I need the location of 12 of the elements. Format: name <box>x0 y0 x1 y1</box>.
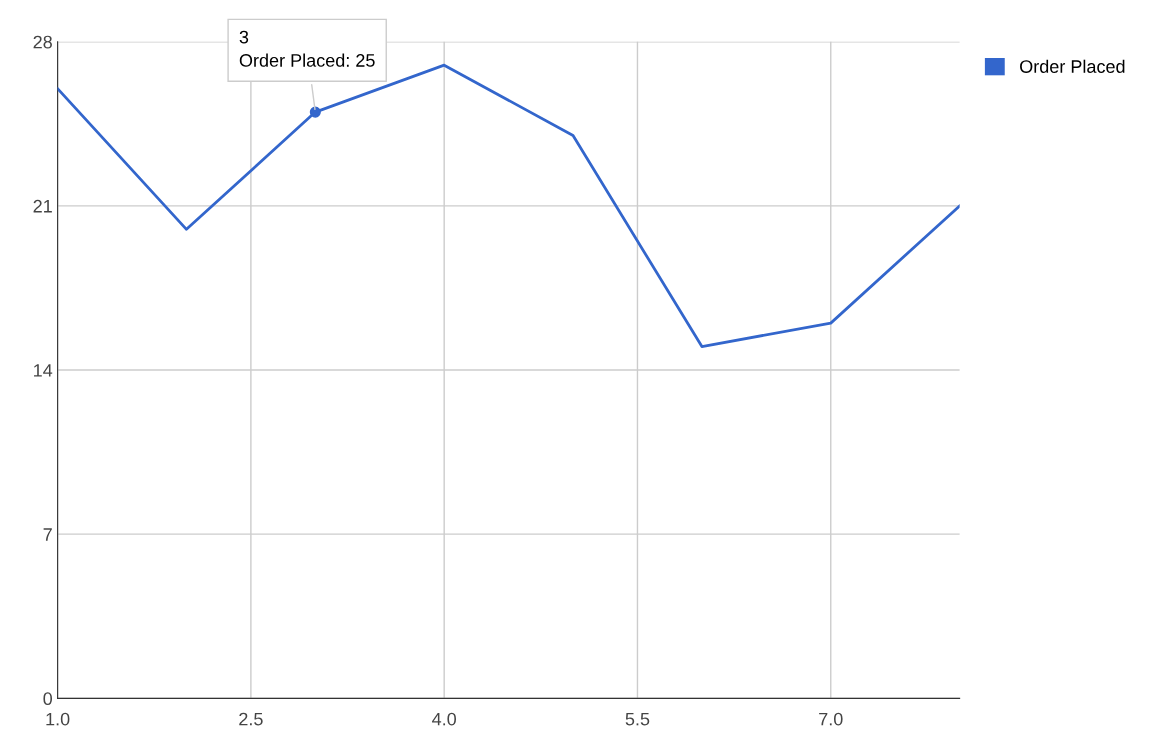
x-tick-label: 1.0 <box>46 712 70 726</box>
x-tick-label: 2.5 <box>239 712 263 726</box>
x-tick-label: 4.0 <box>432 712 457 726</box>
y-tick-label: 28 <box>33 35 52 49</box>
annotation: 3 Order Placed: 25 <box>239 30 375 67</box>
y-tick-label: 7 <box>43 528 52 541</box>
x-tick-label: 7.0 <box>819 712 843 726</box>
x-tick-label: 5.5 <box>625 712 650 726</box>
y-tick-label: 14 <box>34 364 53 377</box>
y-tick-label: 0 <box>43 692 53 706</box>
y-tick-label: 21 <box>33 199 52 213</box>
legend-label: Order Placed <box>1020 59 1125 73</box>
